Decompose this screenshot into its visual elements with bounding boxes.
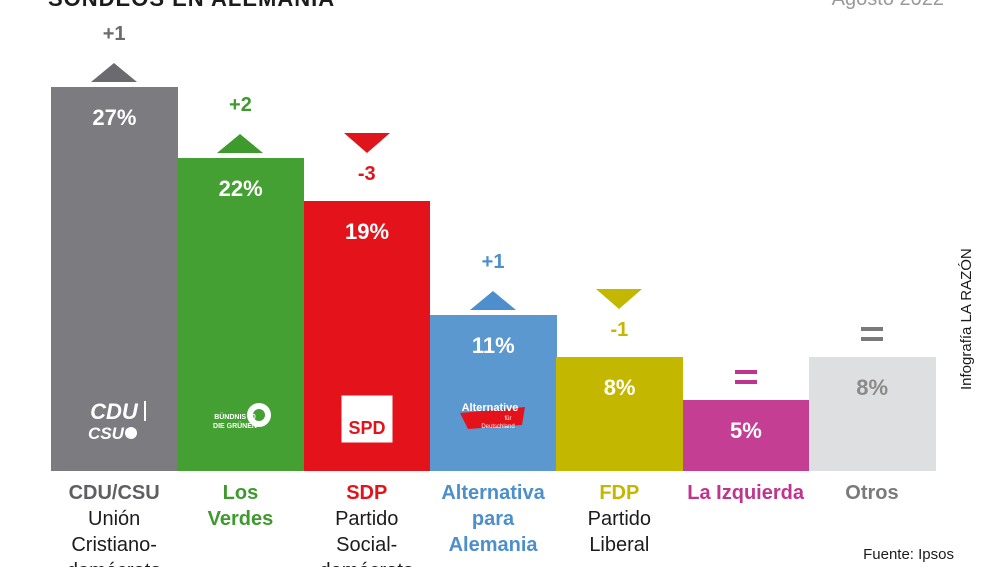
down-arrow-icon [343,132,390,153]
category-label: Otros [845,482,899,504]
up-arrow-icon [217,134,264,154]
category-sublabel: Liberal [589,534,650,556]
category-sublabel: Cristiano- [71,534,157,556]
logo-text: SPD [348,418,385,438]
change-label: -3 [357,162,376,185]
category-sublabel: Social- [336,534,398,556]
category-sublabel: demócrata [44,558,184,567]
category-label: CDU/CSU [68,482,160,504]
category-label: SDP [346,482,388,504]
bar-value-label: 11% [471,332,515,358]
category-sublabel: Unión [88,508,141,530]
up-arrow-icon [470,290,517,310]
bar: 22% BÜNDNIS 90 DIE GRÜNEN [177,158,305,471]
chart-date: Agosto 2022 [832,0,944,10]
credit-label: Infografía LA RAZÓN [958,248,975,390]
logo-text: für [504,416,511,422]
category-sublabel: demócrata [297,558,437,567]
cdu-logo: CDU CSU [51,395,177,445]
spd-logo: SPD [304,394,430,445]
category-label: La Izquierda [687,482,804,504]
bar-value-label: 27% [92,105,137,130]
category-label: FDP [599,482,640,504]
logo-text: DIE GRÜNEN [213,421,257,430]
bar: 5% [682,399,810,471]
equal-icon [734,369,757,384]
change-label: +1 [102,23,126,45]
logo-text: BÜNDNIS 90 [214,412,256,421]
bar-value-label: 5% [730,417,762,443]
bar: 11% Alternative für Deutschland [429,314,557,471]
logo-text: Deutschland [481,424,514,430]
bar: 8% [556,357,683,471]
category-sublabel: Partido [587,508,652,530]
category-label: Los [222,482,259,504]
category-label: para [471,508,515,530]
source-label: Fuente: Ipsos [863,546,954,563]
down-arrow-icon [596,289,643,310]
chart-title: SONDEOS EN ALEMANIA [48,0,335,10]
bar: 19% SPD [303,200,431,471]
bar-value-label: 8% [603,375,636,401]
category-label: Alemania [448,534,538,556]
category-sublabel: Partido [335,508,399,530]
up-arrow-icon [91,63,138,82]
afd-logo: Alternative für Deutschland [430,395,556,445]
bar-value-label: 19% [344,218,390,244]
logo-text: CSU [88,424,125,443]
logo-text: CDU [90,399,139,424]
change-label: +1 [481,250,505,273]
bar: 8% [808,357,936,471]
logo-text: Alternative [461,402,518,414]
equal-icon [860,327,883,342]
change-label: +2 [229,94,252,117]
bar-value-label: 8% [856,375,889,401]
category-label: Verdes [207,508,274,530]
bar-value-label: 22% [218,176,263,202]
change-label: -1 [610,319,629,342]
bar: 27% CDU CSU [51,87,178,471]
grünen-logo: BÜNDNIS 90 DIE GRÜNEN [177,395,303,445]
category-label: Alternativa [441,482,545,504]
